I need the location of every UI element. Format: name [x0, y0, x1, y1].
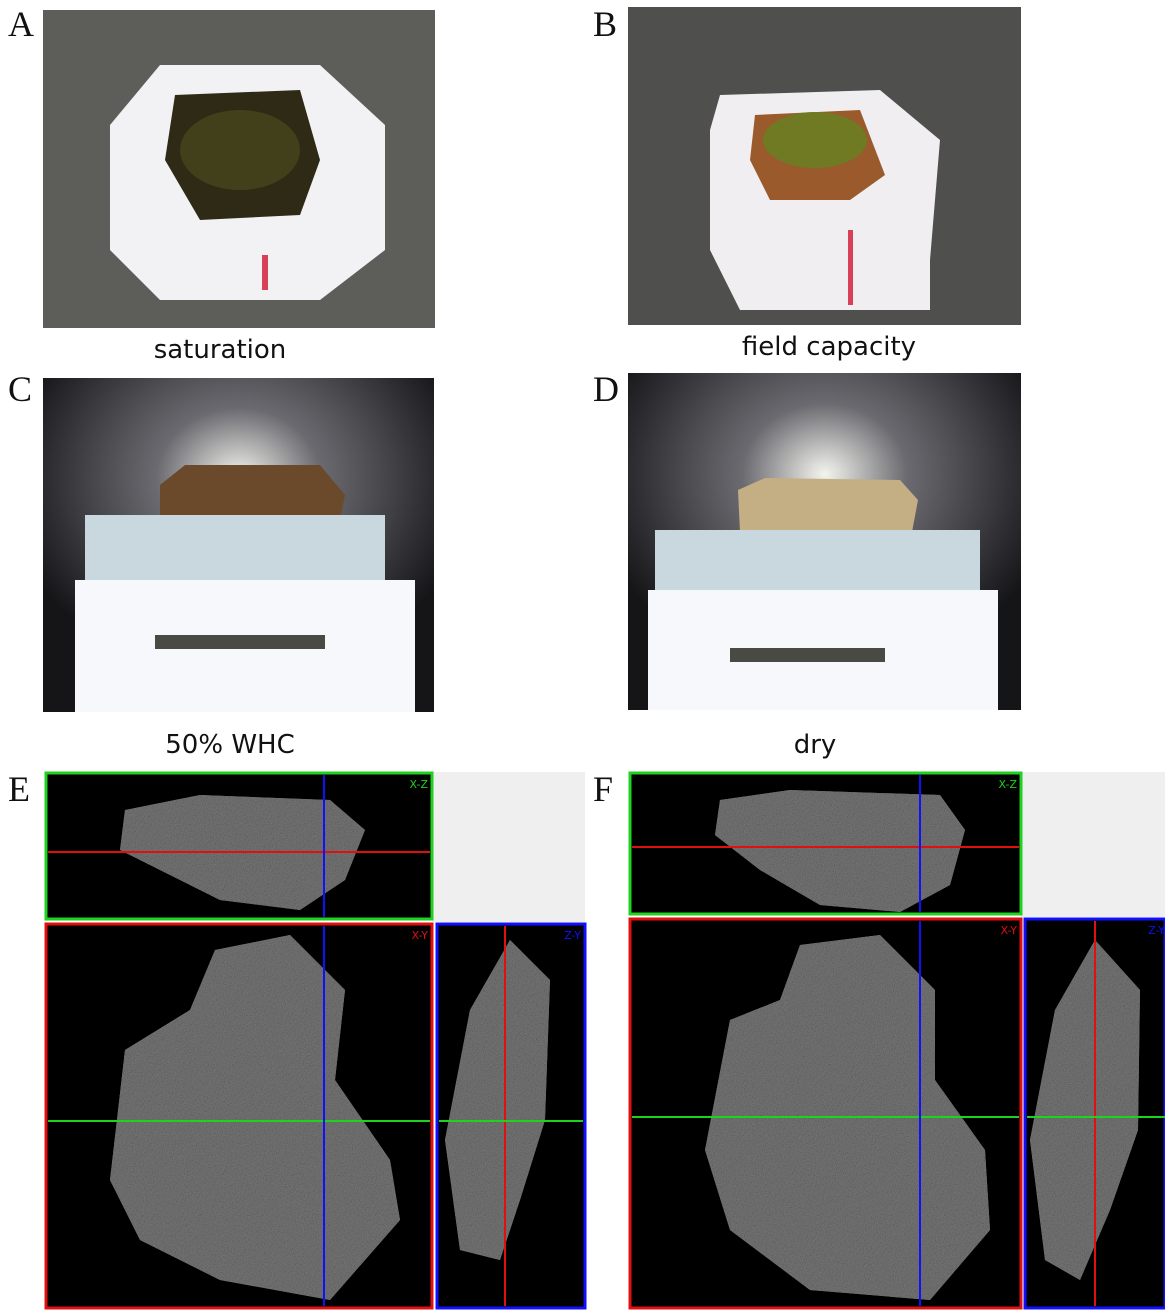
panel-letter: F: [593, 769, 613, 809]
photo-c: [43, 378, 434, 712]
view-label: X-Z: [410, 778, 429, 791]
photo-b: [628, 7, 1021, 325]
panel-letter: C: [8, 369, 32, 409]
view-label: X-Z: [999, 778, 1018, 791]
caption: saturation: [154, 335, 287, 365]
panel-letter: D: [593, 369, 619, 409]
view-label: Z-Y: [564, 929, 581, 942]
photo-d: [628, 373, 1021, 710]
caption: field capacity: [742, 332, 916, 362]
ct-e: [46, 772, 585, 1308]
panel-letter: E: [8, 769, 30, 809]
caption: dry: [794, 730, 837, 760]
caption: 50% WHC: [165, 730, 294, 760]
panel-letter: B: [593, 4, 617, 44]
ct-f: [630, 772, 1165, 1308]
view-label: Z-Y: [1148, 924, 1165, 937]
view-label: X-Y: [412, 929, 429, 942]
view-label: X-Y: [1001, 924, 1018, 937]
panel-letter: A: [8, 4, 34, 44]
figure: A saturation B field capacity C 50% WHC …: [0, 0, 1165, 1311]
photo-a: [43, 10, 435, 328]
